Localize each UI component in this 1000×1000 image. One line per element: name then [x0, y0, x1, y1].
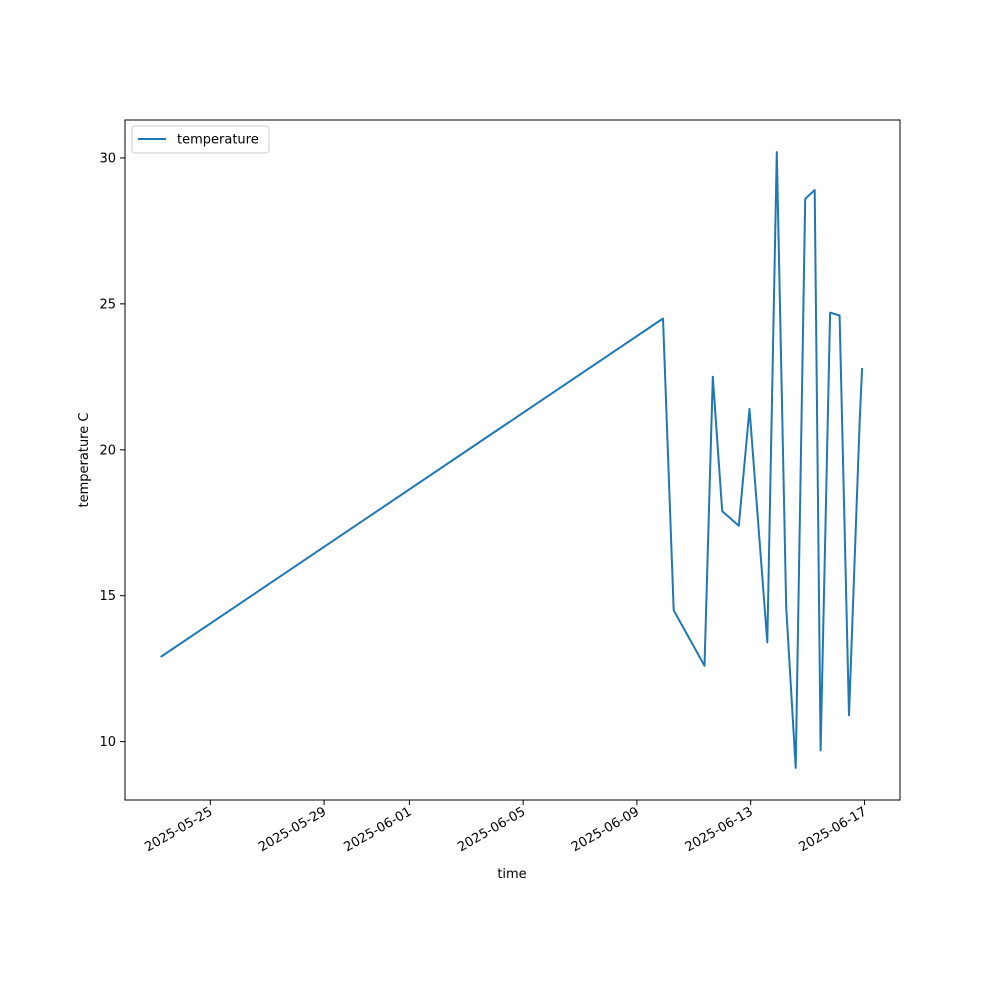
y-tick-label: 10 — [99, 735, 116, 750]
legend: temperature — [131, 125, 270, 154]
y-axis-title: temperature C — [77, 413, 92, 508]
y-tick-label: 15 — [99, 589, 116, 604]
y-tick-label: 20 — [99, 443, 116, 458]
temperature-series-line — [160, 151, 864, 769]
y-axis-ticks: 10 15 20 25 30 — [99, 151, 125, 750]
plot-frame — [124, 119, 901, 801]
y-tick-label: 25 — [99, 297, 116, 312]
legend-box — [131, 125, 270, 154]
x-axis-title: time — [497, 867, 526, 882]
y-tick-label: 30 — [99, 151, 116, 166]
legend-label: temperature — [177, 133, 259, 148]
